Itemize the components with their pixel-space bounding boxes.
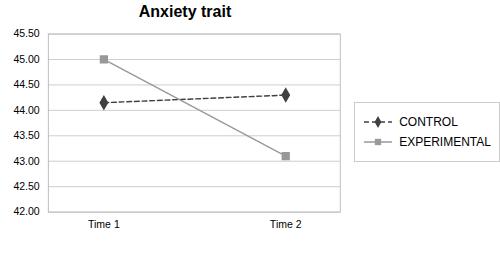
svg-text:44.00: 44.00 xyxy=(13,104,39,116)
svg-text:45.00: 45.00 xyxy=(13,53,39,65)
svg-text:Time 2: Time 2 xyxy=(270,218,302,230)
svg-text:43.00: 43.00 xyxy=(13,155,39,167)
html-text:CONTROL: CONTROL xyxy=(399,115,458,130)
svg-text:45.50: 45.50 xyxy=(13,27,39,39)
svg-text:43.50: 43.50 xyxy=(13,129,39,141)
svg-text:Time 1: Time 1 xyxy=(88,218,120,230)
svg-text:44.50: 44.50 xyxy=(13,78,39,90)
svg-text:42.00: 42.00 xyxy=(13,205,39,217)
html-text:Anxiety trait: Anxiety trait xyxy=(138,3,232,20)
html-text:EXPERIMENTAL: EXPERIMENTAL xyxy=(399,135,491,150)
svg-text:42.50: 42.50 xyxy=(13,180,39,192)
